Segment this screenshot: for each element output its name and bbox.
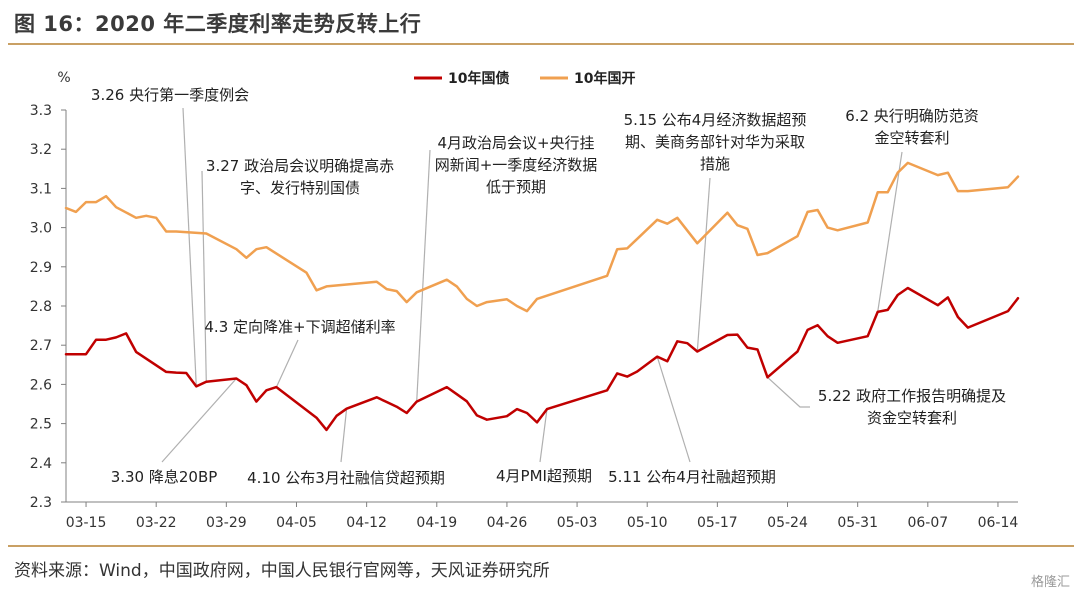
x-tick-label: 05-03 bbox=[557, 515, 598, 531]
legend-label: 10年国债 bbox=[448, 70, 509, 87]
annotation-leader bbox=[182, 107, 197, 387]
series-line bbox=[64, 161, 1020, 313]
y-tick-label: 3.3 bbox=[30, 103, 52, 119]
x-tick-label: 05-17 bbox=[697, 515, 738, 531]
x-tick-label: 05-31 bbox=[837, 515, 878, 531]
chart-series bbox=[64, 161, 1020, 432]
x-tick-label: 03-29 bbox=[206, 515, 247, 531]
y-tick-label: 2.3 bbox=[30, 495, 52, 511]
y-tick-label: 2.7 bbox=[30, 338, 52, 354]
title-divider bbox=[8, 43, 1074, 45]
annotation-leader bbox=[877, 151, 903, 312]
annotation-label: 网新闻+一季度经济数据 bbox=[435, 156, 598, 174]
x-tick-label: 04-19 bbox=[416, 515, 457, 531]
annotation-label: 5.22 政府工作报告明确提及 bbox=[818, 387, 1006, 405]
x-tick-label: 04-12 bbox=[346, 515, 387, 531]
annotation-label: 措施 bbox=[700, 155, 730, 173]
annotation-label: 3.26 央行第一季度例会 bbox=[91, 86, 249, 104]
annotation-label: 低于预期 bbox=[486, 178, 546, 196]
annotation-leader bbox=[767, 376, 810, 408]
x-tick-label: 06-14 bbox=[978, 515, 1019, 531]
annotation-label: 5.15 公布4月经济数据超预 bbox=[624, 111, 807, 129]
annotation-label: 6.2 央行明确防范资 bbox=[845, 107, 979, 125]
x-tick-label: 05-10 bbox=[627, 515, 668, 531]
source-note: 资料来源：Wind，中国政府网，中国人民银行官网等，天风证券研究所 bbox=[14, 561, 550, 581]
x-tick-label: 06-07 bbox=[907, 515, 948, 531]
x-tick-label: 04-05 bbox=[276, 515, 317, 531]
annotation-leader bbox=[201, 170, 207, 382]
annotation-label: 字、发行特别国债 bbox=[240, 179, 360, 197]
annotation-leader bbox=[161, 378, 237, 463]
annotation-leader bbox=[275, 339, 299, 388]
annotation-leader-lines bbox=[161, 107, 903, 463]
y-tick-label: 3.1 bbox=[30, 181, 52, 197]
x-tick-label: 03-22 bbox=[136, 515, 177, 531]
x-axis: 03-15 03-22 03-29 04-05 04-12 04-19 04-26 05-03… bbox=[66, 501, 1019, 531]
annotation-label: 期、美商务部针对华为采取 bbox=[625, 133, 805, 151]
annotation-leader bbox=[416, 149, 431, 402]
x-tick-label: 04-26 bbox=[487, 515, 528, 531]
annotation-label: 4.3 定向降准+下调超储利率 bbox=[204, 318, 395, 336]
annotation-leader bbox=[656, 356, 691, 463]
legend-label: 10年国开 bbox=[574, 70, 635, 87]
y-tick-label: 3.2 bbox=[30, 142, 52, 158]
annotation-label: 3.30 降息20BP bbox=[111, 468, 218, 486]
y-tick-label: 2.5 bbox=[30, 417, 52, 433]
x-tick-label: 03-15 bbox=[66, 515, 107, 531]
annotation-label: 3.27 政治局会议明确提高赤 bbox=[206, 157, 394, 175]
y-axis: 2.3 2.4 2.5 2.6 2.7 2.8 2.9 3.0 3.1 3.2 3.3% bbox=[30, 70, 71, 511]
annotation-leader bbox=[340, 408, 348, 463]
annotation-leader bbox=[696, 177, 711, 352]
y-tick-label: 2.8 bbox=[30, 299, 52, 315]
annotation-label: 4月政治局会议+央行挂 bbox=[437, 134, 594, 152]
annotation-label: 金空转套利 bbox=[874, 129, 949, 147]
annotation-label: 5.11 公布4月社融超预期 bbox=[608, 468, 776, 486]
figure-title: 图 16：2020 年二季度利率走势反转上行 bbox=[14, 12, 422, 36]
footer-divider bbox=[8, 545, 1074, 547]
chart-legend: 10年国债 10年国开 bbox=[414, 70, 635, 87]
y-tick-label: 3.0 bbox=[30, 221, 52, 237]
series-line bbox=[64, 286, 1020, 432]
watermark: 格隆汇 bbox=[1030, 575, 1070, 590]
annotation-label: 4.10 公布3月社融信贷超预期 bbox=[247, 469, 445, 487]
annotation-leader bbox=[539, 409, 548, 463]
y-axis-unit: % bbox=[57, 70, 70, 86]
y-tick-label: 2.4 bbox=[30, 456, 52, 472]
annotation-label: 4月PMI超预期 bbox=[496, 467, 592, 485]
y-tick-label: 2.6 bbox=[30, 377, 52, 393]
y-tick-label: 2.9 bbox=[30, 260, 52, 276]
annotation-label: 资金空转套利 bbox=[867, 409, 957, 427]
x-tick-label: 05-24 bbox=[767, 515, 808, 531]
